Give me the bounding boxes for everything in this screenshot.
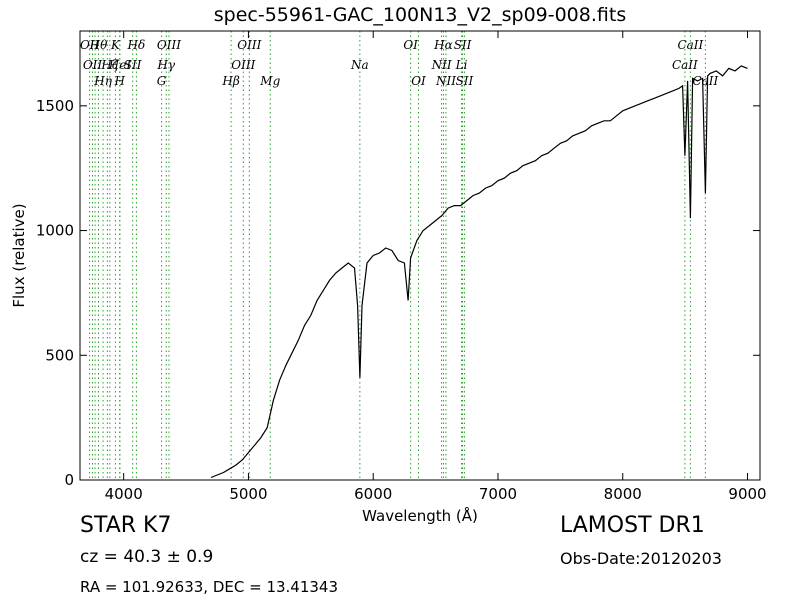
line-marker-label: OIII: [237, 38, 261, 52]
x-tick-label: 4000: [105, 485, 143, 503]
line-marker-label: SII: [124, 58, 142, 72]
line-marker-label: HeI: [108, 58, 132, 72]
line-marker-label: OIII: [157, 38, 181, 52]
object-class: STAR K7: [80, 513, 172, 538]
line-marker-label: K: [110, 38, 121, 52]
x-tick-label: 6000: [354, 485, 392, 503]
coordinates-readout: RA = 101.92633, DEC = 13.41343: [80, 578, 339, 596]
line-marker-label: Hθ: [89, 38, 108, 52]
line-marker-label: Hδ: [127, 38, 146, 52]
line-labels-layer: OIIOIIHθHηHζKHHeISIIHδGHγOIIIHβOIIIOIIIM…: [80, 38, 719, 88]
y-tick-label: 500: [45, 346, 74, 364]
x-tick-label: 5000: [229, 485, 267, 503]
y-tick-label: 0: [64, 471, 74, 489]
y-tick-label: 1000: [36, 222, 74, 240]
y-axis-label: Flux (relative): [10, 203, 28, 307]
line-marker-label: Hγ: [156, 58, 175, 72]
line-marker-label: OIII: [231, 58, 255, 72]
redshift-readout: cz = 40.3 ± 0.9: [80, 547, 214, 567]
survey-name: LAMOST DR1: [560, 513, 705, 538]
line-marker-label: Hη: [93, 74, 112, 88]
x-axis-label: Wavelength (Å): [362, 506, 478, 525]
line-marker-label: OI: [411, 74, 426, 88]
line-marker-label: Hα: [433, 38, 453, 52]
chart-title: spec-55961-GAC_100N13_V2_sp09-008.fits: [213, 4, 627, 26]
plot-frame: [79, 30, 761, 481]
line-marker-label: Li: [455, 58, 468, 72]
spectrum-series-line: [210, 65, 748, 479]
line-marker-label: CaII: [692, 74, 718, 88]
observation-date: Obs-Date:20120203: [560, 549, 722, 568]
x-tick-label: 8000: [604, 485, 642, 503]
line-marker-label: OII: [83, 58, 103, 72]
line-marker-label: SII: [454, 38, 472, 52]
line-marker-label: G: [157, 74, 167, 88]
line-marker-label: NII: [431, 58, 452, 72]
line-marker-label: NII: [435, 74, 456, 88]
line-marker-label: Na: [350, 58, 369, 72]
y-tick-label: 1500: [36, 97, 74, 115]
line-markers-layer: [89, 31, 706, 480]
x-tick-label: 9000: [728, 485, 766, 503]
line-marker-label: CaII: [677, 38, 703, 52]
line-marker-label: SII: [456, 74, 474, 88]
line-marker-label: OI: [403, 38, 418, 52]
x-tick-label: 7000: [479, 485, 517, 503]
line-marker-label: CaII: [672, 58, 698, 72]
line-marker-label: Hβ: [221, 74, 239, 88]
line-marker-label: OII: [80, 38, 100, 52]
axis-ticks-layer: 4000 5000 6000 7000 8000 9000 0 500 1000 1500: [36, 31, 767, 503]
line-marker-label: Mg: [259, 74, 280, 88]
line-marker-label: Hζ: [100, 58, 119, 72]
line-marker-label: H: [113, 74, 125, 88]
